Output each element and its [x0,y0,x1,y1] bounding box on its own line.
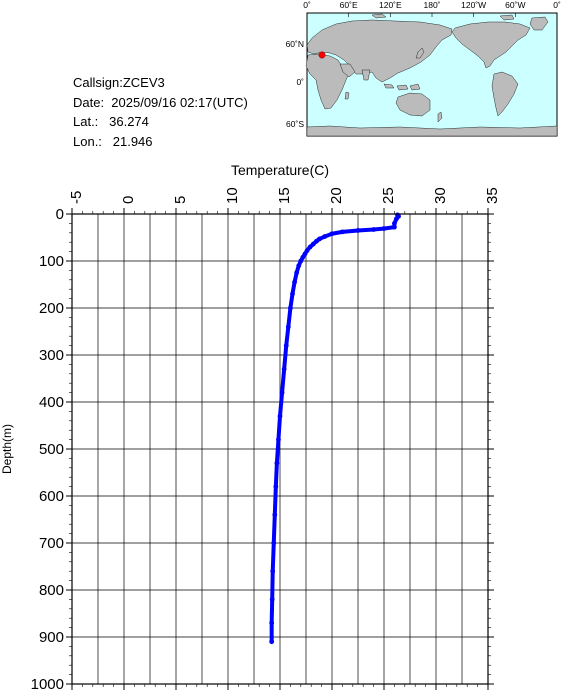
data-point [281,366,287,372]
map-longitude-label: 60˚W [505,0,525,10]
map-latitude-label: 60˚N [286,39,304,49]
y-tick-label: 900 [39,629,64,646]
map-longitude-label: 120˚E [379,0,402,10]
y-tick-label: 700 [39,535,64,552]
data-point [269,597,275,602]
map-latitude-label: 0˚ [296,77,304,87]
data-point [381,226,387,231]
data-point [292,279,297,285]
plot-frame [71,213,489,685]
data-point [279,390,285,395]
data-point [392,221,397,226]
data-point [269,639,275,645]
map-longitude-label: 180˚ [423,0,440,10]
map-latitude-labels: 60˚N 0˚ 60˚S [286,39,305,129]
map-land [305,13,558,137]
x-tick-label: 25 [380,187,397,204]
data-point [283,343,289,348]
data-point [274,460,280,466]
y-tick-label: 400 [39,394,64,411]
callsign-text: Callsign:ZCEV3 [73,75,165,90]
data-point [310,241,316,247]
data-point [290,291,295,297]
map-longitude-label: 60˚E [340,0,358,10]
y-axis-ticks: 0 100 200 300 400 500 600 700 800 900 1000 [31,206,494,690]
y-tick-label: 500 [39,441,64,458]
station-info: Callsign:ZCEV3 Date: 2025/09/16 02:17(UT… [73,73,248,151]
data-point [285,324,291,330]
y-tick-label: 100 [39,253,64,270]
data-point [296,263,302,269]
x-tick-label: 35 [484,187,501,204]
latitude-text: Lat.: 36.274 [73,114,149,129]
data-point [340,229,345,235]
x-axis-ticks: -5 0 5 10 15 20 25 30 35 [68,187,501,690]
map-longitude-label: 0˚ [553,0,561,10]
x-axis-title: Temperature(C) [231,162,329,178]
data-point [276,437,281,442]
data-point [314,238,319,244]
map-longitude-label: 0˚ [303,0,311,10]
data-point [277,413,283,419]
data-point [355,228,361,233]
map-latitude-label: 60˚S [286,119,304,129]
y-tick-label: 600 [39,488,64,505]
data-point [273,484,279,489]
data-point [300,254,306,260]
station-marker [318,51,326,59]
data-point [394,216,399,222]
temperature-profile [269,212,401,645]
data-point [322,234,328,239]
data-point [371,227,376,232]
y-tick-label: 200 [39,300,64,317]
data-point [269,620,275,626]
x-tick-label: 30 [432,187,449,204]
data-point [271,540,277,546]
chart-grid [71,213,489,685]
x-tick-label: 0 [120,196,137,204]
y-tick-label: 1000 [31,676,64,690]
x-tick-label: -5 [68,191,85,204]
data-point [307,244,313,250]
y-tick-label: 300 [39,347,64,364]
data-point [392,224,397,230]
longitude-text: Lon.: 21.946 [73,133,153,149]
data-point [288,305,293,311]
y-tick-label: 0 [56,206,64,223]
y-tick-label: 800 [39,582,64,599]
data-point [294,270,300,276]
x-tick-label: 5 [172,196,189,204]
world-map: 0˚ 60˚E 120˚E 180˚ 120˚W 60˚W 0˚ 60˚N 0˚ 60˚S [286,0,561,137]
data-point [298,258,304,264]
data-point [270,568,276,574]
y-axis-title: Depth(m) [0,424,14,474]
x-tick-label: 15 [276,187,293,204]
map-longitude-labels: 0˚ 60˚E 120˚E 180˚ 120˚W 60˚W 0˚ [303,0,561,17]
map-longitude-label: 120˚W [461,0,486,10]
x-tick-label: 20 [328,187,345,204]
series-line [269,212,401,644]
data-point [329,231,335,237]
data-point [272,512,278,518]
x-tick-label: 10 [224,187,241,204]
date-text: Date: 2025/09/16 02:17(UTC) [73,94,248,110]
